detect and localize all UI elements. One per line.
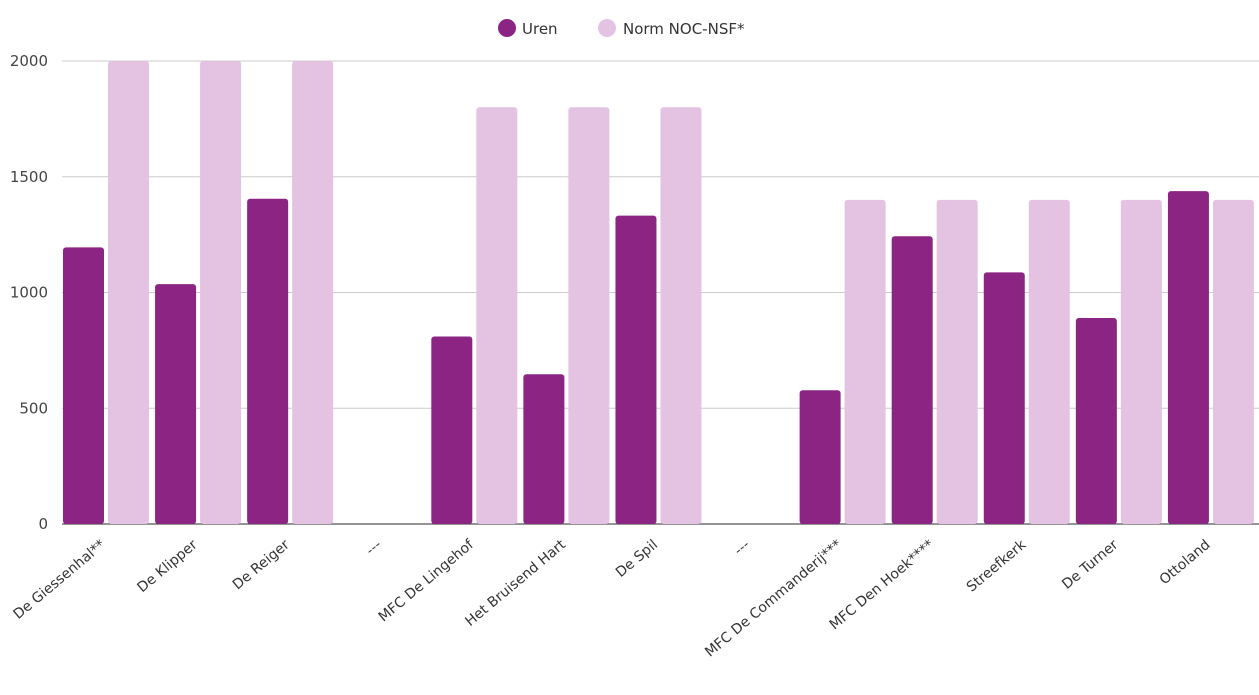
legend: Uren Norm NOC-NSF* (498, 19, 745, 38)
bar-uren (247, 198, 289, 524)
bar-norm (568, 107, 610, 525)
y-tick-label: 2000 (10, 52, 48, 70)
x-category-label: Streefkerk (964, 536, 1030, 595)
x-category-label: De Reiger (230, 537, 293, 594)
x-category-label: De Turner (1059, 537, 1121, 593)
x-category-label: MFC De Lingehof (376, 536, 478, 625)
bar-norm (200, 61, 242, 524)
bar-uren (615, 215, 657, 524)
bar-norm (1028, 199, 1070, 524)
x-category-label: De Giessenhal** (10, 537, 108, 623)
legend-label-uren: Uren (522, 20, 558, 38)
bar-norm (1212, 199, 1254, 524)
x-category-label: --- (363, 537, 385, 559)
bar-norm (476, 107, 518, 525)
bar-uren (523, 374, 565, 524)
legend-swatch-norm (598, 19, 616, 37)
x-category-label: De Spil (613, 537, 661, 581)
bar-uren (63, 247, 104, 525)
x-category-label: Het Bruisend Hart (462, 536, 569, 629)
y-tick-label: 1000 (10, 284, 48, 302)
x-category-label: De Klipper (134, 537, 200, 596)
bar-uren (983, 272, 1025, 524)
y-tick-label: 500 (19, 399, 48, 417)
bar-uren (155, 284, 197, 524)
legend-label-norm: Norm NOC-NSF* (623, 20, 745, 38)
x-category-label: MFC Den Hoek**** (827, 537, 938, 633)
bar-norm (844, 199, 886, 524)
y-tick-label: 1500 (10, 168, 48, 186)
x-category-label: Ottoland (1157, 537, 1214, 588)
bars (63, 61, 1254, 525)
x-axis: De Giessenhal** De Klipper De Reiger ---MFC… (10, 536, 1213, 660)
y-axis: 0 500 1000 1500 2000 (10, 52, 48, 533)
bar-uren (431, 336, 473, 524)
y-tick-label: 0 (38, 515, 48, 533)
bar-uren (1167, 191, 1209, 524)
bar-norm (292, 61, 334, 524)
bar-norm (660, 107, 702, 525)
bar-norm (1120, 199, 1162, 524)
bar-uren (1075, 317, 1117, 524)
bar-norm (936, 199, 978, 524)
bar-uren (799, 390, 841, 524)
x-category-label: --- (731, 537, 753, 559)
bar-uren (891, 236, 933, 525)
legend-swatch-uren (498, 19, 516, 37)
x-category-label: MFC De Commanderij*** (702, 537, 845, 661)
bar-norm (108, 61, 149, 524)
